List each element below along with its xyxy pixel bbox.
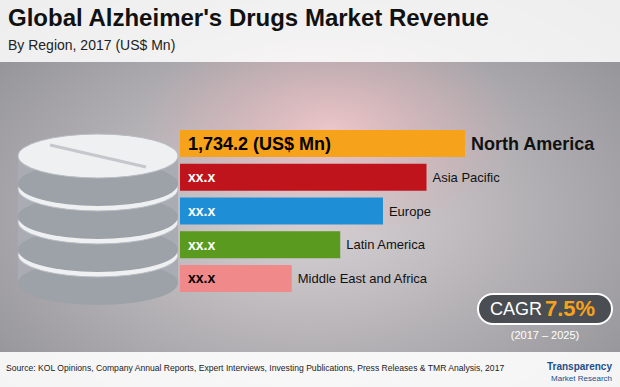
source: Source: KOL Opinions, Company Annual Rep… xyxy=(6,363,504,373)
pill-score xyxy=(50,145,146,167)
category-label: Asia Pacific xyxy=(433,170,501,185)
data-label: 1,734.2 (US$ Mn) xyxy=(188,134,331,154)
logo-text: Transparency xyxy=(547,361,612,372)
bar xyxy=(180,265,292,292)
labels: 1,734.2 (US$ Mn) xx.x xx.x xx.x xx.x North Am… xyxy=(188,134,595,287)
category-label: Middle East and Africa xyxy=(298,271,428,286)
title: Global Alzheimer's Drugs Market Revenue xyxy=(8,4,489,31)
cagr-value: 7.5% xyxy=(545,296,595,321)
footer-band xyxy=(0,352,620,387)
data-label: xx.x xyxy=(188,203,215,219)
cagr-label: CAGR xyxy=(490,299,542,319)
bar xyxy=(180,130,465,157)
data-label: xx.x xyxy=(188,237,215,253)
cagr-period: (2017 – 2025) xyxy=(511,329,580,341)
pill-icon xyxy=(18,134,178,305)
data-label: xx.x xyxy=(188,169,215,185)
bars xyxy=(180,130,465,292)
category-label: North America xyxy=(471,134,595,154)
subtitle: By Region, 2017 (US$ Mn) xyxy=(8,37,175,53)
header-band xyxy=(0,0,620,62)
logo-text: Market Research xyxy=(551,374,612,383)
data-label: xx.x xyxy=(188,270,215,286)
category-label: Europe xyxy=(389,204,431,219)
logo: Transparency Market Research xyxy=(547,361,612,383)
bar xyxy=(180,198,383,225)
bar xyxy=(180,231,340,258)
background xyxy=(0,0,620,387)
bar xyxy=(180,164,427,191)
category-label: Latin America xyxy=(346,237,426,252)
pill-top xyxy=(18,134,178,178)
chart: Global Alzheimer's Drugs Market Revenue B… xyxy=(0,0,620,387)
cagr-pill xyxy=(478,294,612,324)
cagr-box: CAGR7.5% (2017 – 2025) xyxy=(478,294,612,341)
